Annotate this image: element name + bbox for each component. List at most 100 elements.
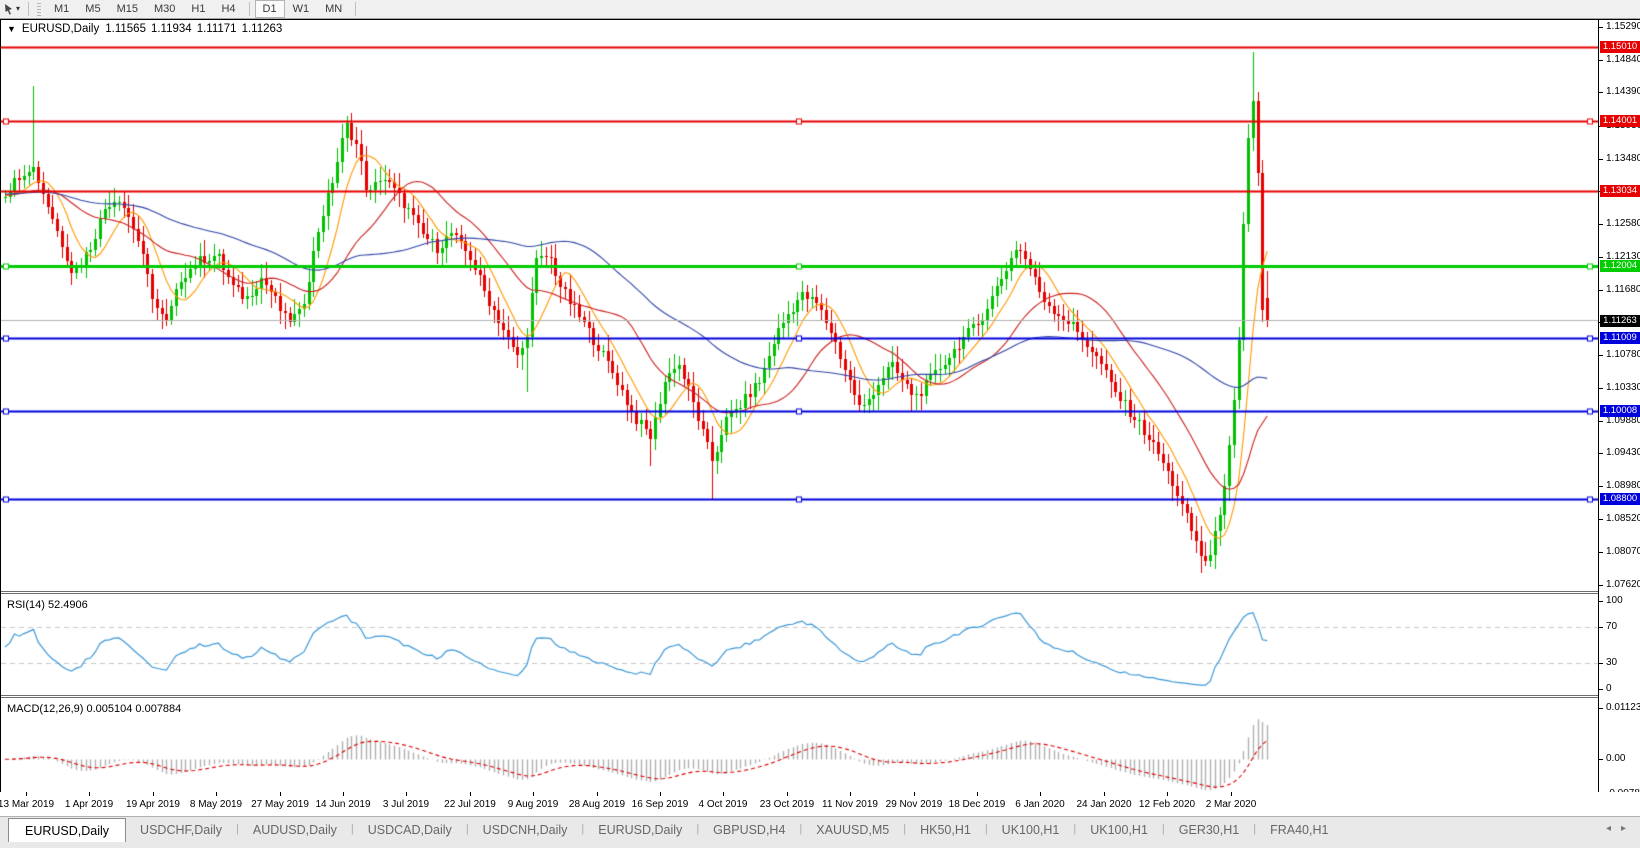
macd-panel-canvas[interactable]	[1, 698, 1598, 793]
axis-tick-mark	[1599, 159, 1603, 160]
date-label: 6 Jan 2020	[1015, 799, 1065, 810]
timeframe-button-M5[interactable]: M5	[85, 3, 101, 15]
toolbar-separator	[355, 2, 357, 16]
date-label: 1 Apr 2019	[64, 799, 114, 810]
date-label: 13 Mar 2019	[0, 799, 55, 810]
axis-tick-mark	[1599, 759, 1603, 760]
tab-scroll-controls: ◂ ▸	[1606, 817, 1640, 834]
panel-splitter[interactable]	[1, 695, 1598, 698]
tab-GBPUSD-H4[interactable]: GBPUSD,H4	[713, 823, 786, 837]
tab-USDCNH-Daily[interactable]: USDCNH,Daily	[482, 823, 568, 837]
axis-tick-mark	[1599, 60, 1603, 61]
date-tick-mark	[1167, 792, 1168, 796]
price-line-label: 1.13034	[1600, 185, 1640, 197]
price-axis-tick-label: 1.14390	[1606, 86, 1640, 97]
tab-GER30-H1[interactable]: GER30,H1	[1178, 823, 1240, 837]
axis-tick-mark	[1599, 453, 1603, 454]
date-label: 4 Oct 2019	[698, 799, 748, 810]
price-line-label: 1.10008	[1600, 405, 1640, 417]
timeframe-button-W1[interactable]: W1	[292, 3, 310, 15]
date-label: 18 Dec 2019	[948, 799, 1006, 810]
cursor-icon	[5, 4, 12, 15]
price-axis-tick-label: 30	[1606, 657, 1618, 668]
timeframe-group: M1 M5 M15 M30 H1 H4	[46, 0, 244, 18]
axis-tick-mark	[1599, 689, 1603, 690]
date-label: 3 Jul 2019	[382, 799, 430, 810]
tab-USDCAD-Daily[interactable]: USDCAD,Daily	[367, 823, 452, 837]
axis-tick-mark	[1599, 388, 1603, 389]
date-tick-mark	[470, 792, 471, 796]
tab-scroll-right-icon[interactable]: ▸	[1620, 823, 1626, 834]
price-axis[interactable]: 1.152901.148401.143901.139301.134801.130…	[1598, 20, 1640, 799]
date-tick-mark	[406, 792, 407, 796]
toolbar-separator	[248, 2, 250, 16]
tab-USDCHF-Daily[interactable]: USDCHF,Daily	[140, 823, 222, 837]
timeframe-button-M15[interactable]: M15	[116, 3, 138, 15]
tab-EURUSD-Daily[interactable]: EURUSD,Daily	[598, 823, 683, 837]
tab-XAUUSD-M5[interactable]: XAUUSD,M5	[816, 823, 890, 837]
axis-tick-mark	[1599, 601, 1603, 602]
date-axis[interactable]: 13 Mar 2019 1 Apr 2019 19 Apr 2019 8 May 20…	[0, 792, 1640, 816]
axis-tick-mark	[1599, 92, 1603, 93]
price-axis-tick-label: 1.12130	[1606, 251, 1640, 262]
toolbar-grip[interactable]	[37, 2, 42, 16]
price-axis-tick-label: 1.08070	[1606, 546, 1640, 557]
date-tick-mark	[216, 792, 217, 796]
price-axis-tick-label: 1.14840	[1606, 54, 1640, 65]
price-axis-tick-label: 0.011232	[1606, 702, 1640, 713]
main-chart-canvas[interactable]	[1, 20, 1598, 591]
tab-AUDUSD-Daily[interactable]: AUDUSD,Daily	[252, 823, 337, 837]
timeframe-button-H1[interactable]: H1	[191, 3, 206, 15]
timeframe-button-MN[interactable]: MN	[325, 3, 343, 15]
cursor-tool-button[interactable]: ▾	[0, 1, 23, 18]
rsi-indicator-label: RSI(14) 52.4906	[7, 599, 88, 611]
date-tick-mark	[533, 792, 534, 796]
date-tick-mark	[26, 792, 27, 796]
timeframe-group: D1 W1 MN	[254, 0, 351, 18]
tab-UK100-H1[interactable]: UK100,H1	[1090, 823, 1148, 837]
price-line-label: 1.11263	[1600, 315, 1640, 327]
date-label: 19 Apr 2019	[126, 799, 180, 810]
tab-scroll-left-icon[interactable]: ◂	[1605, 823, 1611, 834]
date-label: 28 Aug 2019	[568, 799, 626, 810]
date-tick-mark	[914, 792, 915, 796]
timeframe-button-D1[interactable]: D1	[254, 0, 285, 18]
tab-separator: |	[236, 823, 239, 835]
date-tick-mark	[977, 792, 978, 796]
axis-tick-mark	[1599, 585, 1603, 586]
tab-FRA40-H1[interactable]: FRA40,H1	[1270, 823, 1329, 837]
chart-open-value: 1.11565	[105, 23, 146, 35]
axis-tick-mark	[1599, 552, 1603, 553]
date-tick-mark	[787, 792, 788, 796]
tab-separator: |	[1073, 823, 1077, 835]
tab-separator: |	[1161, 823, 1165, 835]
chart-title-collapse-icon[interactable]: ▼	[7, 24, 16, 34]
price-axis-tick-label: 0.00	[1606, 753, 1626, 764]
date-label: 27 May 2019	[251, 799, 309, 810]
tab-separator: |	[696, 823, 700, 835]
tab-separator: |	[581, 823, 585, 835]
panel-splitter[interactable]	[1, 591, 1598, 594]
axis-tick-mark	[1599, 486, 1603, 487]
axis-tick-mark	[1599, 257, 1603, 258]
timeframe-toolbar: ▾ M1 M5 M15 M30 H1 H4 D1 W1 MN	[0, 0, 1640, 19]
tab-separator: |	[903, 823, 907, 835]
price-axis-tick-label: 1.08980	[1606, 480, 1640, 491]
timeframe-button-H4[interactable]: H4	[221, 3, 236, 15]
date-label: 24 Jan 2020	[1076, 799, 1132, 810]
tab-HK50-H1[interactable]: HK50,H1	[920, 823, 971, 837]
rsi-panel-canvas[interactable]	[1, 594, 1598, 695]
price-axis-tick-label: 1.10330	[1606, 382, 1640, 393]
axis-tick-mark	[1599, 290, 1603, 291]
axis-tick-mark	[1599, 224, 1603, 225]
tab-UK100-H1[interactable]: UK100,H1	[1001, 823, 1060, 837]
tab-EURUSD-Daily[interactable]: EURUSD,Daily	[8, 818, 127, 842]
date-tick-mark	[343, 792, 344, 796]
date-label: 2 Mar 2020	[1205, 799, 1257, 810]
date-label: 22 Jul 2019	[444, 799, 496, 810]
timeframe-button-M1[interactable]: M1	[54, 3, 70, 15]
price-axis-tick-label: 100	[1606, 595, 1623, 606]
axis-tick-mark	[1599, 355, 1603, 356]
timeframe-button-M30[interactable]: M30	[153, 3, 176, 15]
